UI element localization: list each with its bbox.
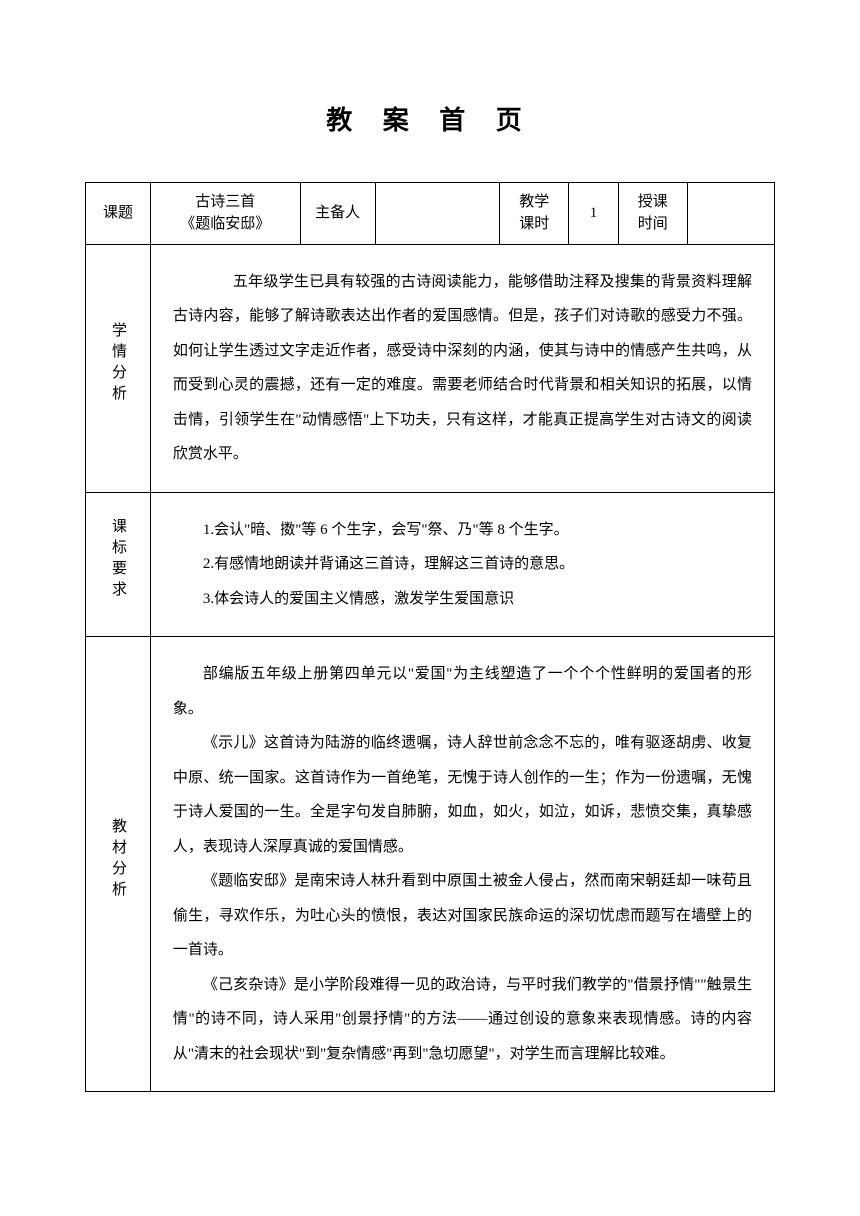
material-analysis-label: 教材分析 [86,637,151,1092]
objective-item-3: 3.体会诗人的爱国主义情感，激发学生爱国意识 [173,582,752,617]
material-p1: 部编版五年级上册第四单元以"爱国"为主线塑造了一个个个性鲜明的爱国者的形象。 [173,657,752,726]
student-analysis-content: 五年级学生已具有较强的古诗阅读能力，能够借助注释及搜集的背景资料理解古诗内容，能… [150,244,774,492]
material-analysis-row: 教材分析 部编版五年级上册第四单元以"爱国"为主线塑造了一个个个性鲜明的爱国者的… [86,637,775,1092]
organizer-label: 主备人 [300,182,375,244]
student-analysis-label: 学情分析 [86,244,151,492]
topic-line2: 《题临安邸》 [161,213,290,236]
objectives-content: 1.会认"暗、擞"等 6 个生字，会写"祭、乃"等 8 个生字。 2.有感情地朗… [150,492,774,637]
class-hours-label-line1: 教学 [510,191,558,214]
objective-item-2: 2.有感情地朗读并背诵这三首诗，理解这三首诗的意思。 [173,547,752,582]
material-p3: 《题临安邸》是南宋诗人林升看到中原国土被金人侵占，然而南宋朝廷却一味苟且偷生，寻… [173,864,752,968]
student-analysis-row: 学情分析 五年级学生已具有较强的古诗阅读能力，能够借助注释及搜集的背景资料理解古… [86,244,775,492]
material-p4: 《己亥杂诗》是小学阶段难得一见的政治诗，与平时我们教学的"借景抒情""触景生情"… [173,968,752,1072]
class-hours-value: 1 [569,182,619,244]
class-time-value [687,182,774,244]
header-row: 课题 古诗三首 《题临安邸》 主备人 教学 课时 1 授课 时间 [86,182,775,244]
topic-value: 古诗三首 《题临安邸》 [150,182,300,244]
page-title: 教 案 首 页 [85,100,775,142]
material-p2: 《示儿》这首诗为陆游的临终遗嘱，诗人辞世前念念不忘的，唯有驱逐胡虏、收复中原、统… [173,726,752,864]
lesson-plan-table: 课题 古诗三首 《题临安邸》 主备人 教学 课时 1 授课 时间 学情分析 [85,182,775,1093]
class-time-label-line2: 时间 [629,213,677,236]
class-hours-label: 教学 课时 [500,182,569,244]
topic-line1: 古诗三首 [161,191,290,214]
class-time-label-line1: 授课 [629,191,677,214]
objective-item-1: 1.会认"暗、擞"等 6 个生字，会写"祭、乃"等 8 个生字。 [173,513,752,548]
objectives-row: 课标要求 1.会认"暗、擞"等 6 个生字，会写"祭、乃"等 8 个生字。 2.… [86,492,775,637]
organizer-value [375,182,500,244]
class-hours-label-line2: 课时 [510,213,558,236]
objectives-label: 课标要求 [86,492,151,637]
class-time-label: 授课 时间 [618,182,687,244]
material-analysis-content: 部编版五年级上册第四单元以"爱国"为主线塑造了一个个个性鲜明的爱国者的形象。 《… [150,637,774,1092]
topic-label: 课题 [86,182,151,244]
